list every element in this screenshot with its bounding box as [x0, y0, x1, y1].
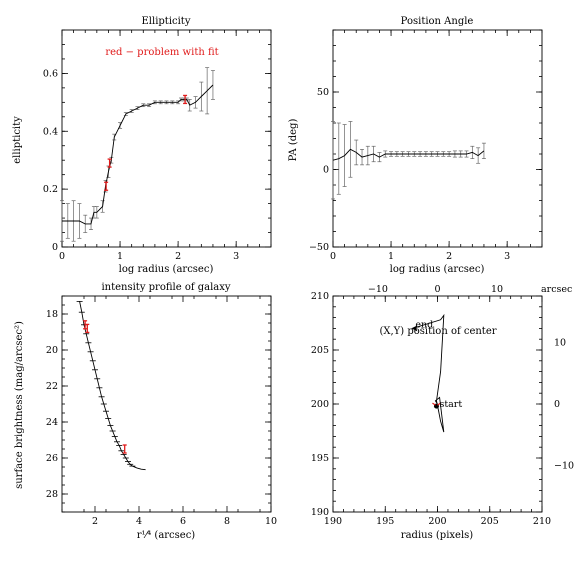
position-angle-ytick-label: 50: [317, 87, 329, 98]
center-top-tick-label: −10: [368, 284, 388, 295]
center-right-tick-label: 10: [554, 337, 566, 348]
center-right-tick-label: −10: [554, 461, 574, 472]
center-path: [412, 313, 445, 433]
intensity-profile-panel: intensity profile of galaxy r¹⁄⁴ (arcsec…: [14, 282, 277, 541]
intensity-ytick-label: 18: [46, 309, 58, 320]
ellipticity-xtick-label: 0: [59, 251, 65, 262]
center-xtick-label: 205: [481, 516, 499, 527]
ellipticity-ytick-label: 0.6: [43, 68, 58, 79]
center-top-tick-label: 0: [434, 284, 440, 295]
ellipticity-ytick-label: 0.2: [43, 184, 58, 195]
intensity-ytick-label: 28: [46, 489, 58, 500]
intensity-ytick-label: 26: [46, 453, 58, 464]
center-top-tick-label: 10: [491, 284, 503, 295]
ellipticity-xtick-label: 3: [233, 251, 239, 262]
start-label: start: [439, 399, 462, 410]
end-label: end: [415, 319, 433, 330]
ellipticity-xtick-label: 2: [175, 251, 181, 262]
center-position-panel: (X,Y) position of center radius (pixels)…: [311, 284, 574, 541]
center-xtick-label: 190: [324, 516, 342, 527]
center-xtick-label: 210: [533, 516, 551, 527]
position-angle-xtick-label: 0: [330, 251, 336, 262]
intensity-xtick-label: 6: [180, 516, 186, 527]
intensity-xtick-label: 8: [224, 516, 230, 527]
center-ytick-label: 205: [311, 345, 329, 356]
start-problem-mark: [432, 402, 441, 406]
intensity-ytick-label: 22: [46, 381, 58, 392]
intensity-ytick-label: 24: [46, 417, 58, 428]
center-position-xlabel: radius (pixels): [401, 530, 473, 541]
position-angle-xtick-label: 3: [504, 251, 510, 262]
arcsec-label: arcsec: [541, 284, 572, 295]
intensity-profile-title: intensity profile of galaxy: [101, 282, 230, 293]
ellipticity-panel: Ellipticity red − problem with fit log r…: [12, 16, 272, 275]
center-ytick-label: 190: [311, 507, 329, 518]
position-angle-title: Position Angle: [401, 16, 474, 27]
intensity-xtick-label: 10: [265, 516, 277, 527]
position-angle-xtick-label: 2: [446, 251, 452, 262]
ellipticity-xlabel: log radius (arcsec): [119, 264, 214, 275]
center-right-tick-label: 0: [554, 399, 560, 410]
position-angle-xlabel: log radius (arcsec): [390, 264, 485, 275]
ellipticity-ytick-label: 0: [52, 242, 58, 253]
position-angle-frame: [332, 29, 543, 248]
position-angle-xtick-label: 1: [388, 251, 394, 262]
intensity-xtick-label: 2: [92, 516, 98, 527]
position-angle-curve: [332, 148, 485, 161]
center-ytick-label: 195: [311, 453, 329, 464]
center-ytick-label: 200: [311, 399, 329, 410]
center-xtick-label: 195: [376, 516, 394, 527]
ellipticity-ylabel: ellipticity: [12, 116, 23, 164]
position-angle-ylabel: PA (deg): [288, 119, 299, 162]
intensity-xtick-label: 4: [136, 516, 142, 527]
ellipticity-title: Ellipticity: [142, 16, 191, 27]
intensity-profile-frame: [61, 295, 272, 513]
position-angle-ytick-label: −50: [309, 242, 329, 253]
ellipticity-curve: [62, 84, 214, 225]
intensity-profile-ylabel: surface brightness (mag/arcsec²): [14, 321, 25, 489]
ellipticity-xtick-label: 1: [117, 251, 123, 262]
center-position-title: (X,Y) position of center: [379, 326, 496, 337]
center-xtick-label: 200: [428, 516, 446, 527]
end-arrowhead: [411, 325, 418, 332]
problem-annotation: red − problem with fit: [105, 47, 218, 58]
center-ytick-label: 210: [311, 291, 329, 302]
ellipticity-ytick-label: 0.4: [43, 126, 58, 137]
intensity-profile-xlabel: r¹⁄⁴ (arcsec): [137, 530, 196, 541]
position-angle-ytick-label: 0: [323, 165, 329, 176]
intensity-ytick-label: 20: [46, 345, 58, 356]
position-angle-panel: Position Angle log radius (arcsec) PA (d…: [288, 16, 543, 275]
intensity-curve: [79, 301, 146, 471]
